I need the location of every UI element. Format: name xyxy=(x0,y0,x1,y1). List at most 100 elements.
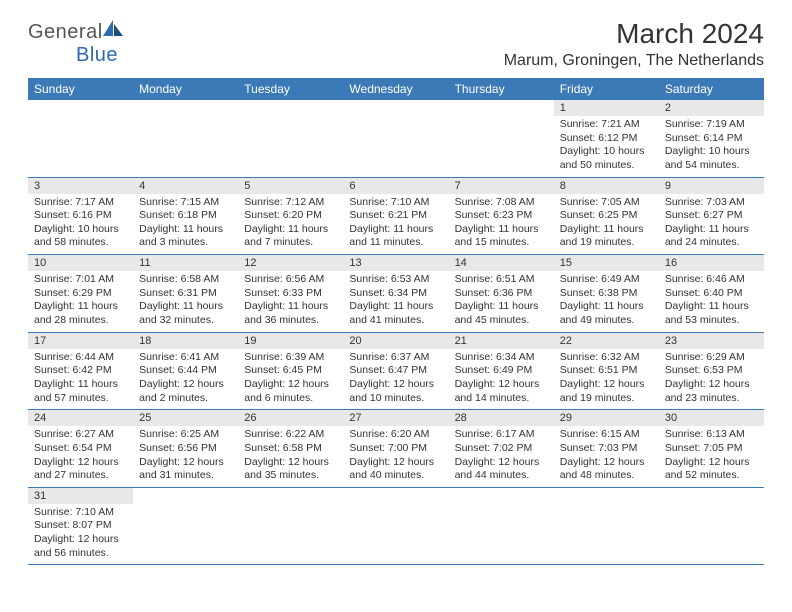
day-number: 28 xyxy=(449,410,554,427)
day-cell: Sunrise: 6:27 AMSunset: 6:54 PMDaylight:… xyxy=(28,426,133,487)
day-line-sr: Sunrise: 6:37 AM xyxy=(349,351,442,365)
day-content: Sunrise: 6:15 AMSunset: 7:03 PMDaylight:… xyxy=(554,426,659,487)
day-content: Sunrise: 7:03 AMSunset: 6:27 PMDaylight:… xyxy=(659,194,764,255)
day-cell: Sunrise: 6:56 AMSunset: 6:33 PMDaylight:… xyxy=(238,271,343,332)
day-number-row: 3456789 xyxy=(28,177,764,194)
day-cell xyxy=(133,116,238,177)
day-content: Sunrise: 6:53 AMSunset: 6:34 PMDaylight:… xyxy=(343,271,448,332)
day-line-d1: Daylight: 12 hours xyxy=(665,456,758,470)
day-line-sr: Sunrise: 7:01 AM xyxy=(34,273,127,287)
day-line-ss: Sunset: 6:54 PM xyxy=(34,442,127,456)
day-cell: Sunrise: 6:32 AMSunset: 6:51 PMDaylight:… xyxy=(554,349,659,410)
day-line-sr: Sunrise: 6:17 AM xyxy=(455,428,548,442)
day-line-sr: Sunrise: 6:27 AM xyxy=(34,428,127,442)
day-number: 2 xyxy=(659,100,764,116)
day-line-ss: Sunset: 6:58 PM xyxy=(244,442,337,456)
day-line-sr: Sunrise: 7:17 AM xyxy=(34,196,127,210)
day-header: Thursday xyxy=(449,78,554,100)
day-number: 13 xyxy=(343,255,448,272)
day-content: Sunrise: 6:32 AMSunset: 6:51 PMDaylight:… xyxy=(554,349,659,410)
empty-day xyxy=(343,116,448,170)
day-cell: Sunrise: 7:01 AMSunset: 6:29 PMDaylight:… xyxy=(28,271,133,332)
day-number: 30 xyxy=(659,410,764,427)
day-line-ss: Sunset: 6:36 PM xyxy=(455,287,548,301)
day-line-sr: Sunrise: 6:53 AM xyxy=(349,273,442,287)
day-line-d1: Daylight: 12 hours xyxy=(349,456,442,470)
day-line-d1: Daylight: 11 hours xyxy=(560,300,653,314)
day-line-sr: Sunrise: 6:34 AM xyxy=(455,351,548,365)
day-line-d2: and 58 minutes. xyxy=(34,236,127,250)
day-line-sr: Sunrise: 6:25 AM xyxy=(139,428,232,442)
day-content: Sunrise: 6:44 AMSunset: 6:42 PMDaylight:… xyxy=(28,349,133,410)
day-number-row: 31 xyxy=(28,487,764,504)
day-line-d1: Daylight: 11 hours xyxy=(139,223,232,237)
day-line-d2: and 50 minutes. xyxy=(560,159,653,173)
day-line-d2: and 32 minutes. xyxy=(139,314,232,328)
day-content: Sunrise: 6:51 AMSunset: 6:36 PMDaylight:… xyxy=(449,271,554,332)
day-content: Sunrise: 6:46 AMSunset: 6:40 PMDaylight:… xyxy=(659,271,764,332)
day-content: Sunrise: 7:08 AMSunset: 6:23 PMDaylight:… xyxy=(449,194,554,255)
day-content: Sunrise: 7:21 AMSunset: 6:12 PMDaylight:… xyxy=(554,116,659,177)
day-line-ss: Sunset: 6:53 PM xyxy=(665,364,758,378)
day-number: 1 xyxy=(554,100,659,116)
day-line-d2: and 6 minutes. xyxy=(244,392,337,406)
day-number: 22 xyxy=(554,332,659,349)
day-line-d1: Daylight: 11 hours xyxy=(665,300,758,314)
day-content: Sunrise: 6:22 AMSunset: 6:58 PMDaylight:… xyxy=(238,426,343,487)
day-number xyxy=(133,100,238,116)
day-cell xyxy=(449,504,554,565)
day-number: 16 xyxy=(659,255,764,272)
day-cell: Sunrise: 6:51 AMSunset: 6:36 PMDaylight:… xyxy=(449,271,554,332)
day-line-d2: and 19 minutes. xyxy=(560,236,653,250)
day-content: Sunrise: 6:41 AMSunset: 6:44 PMDaylight:… xyxy=(133,349,238,410)
day-cell xyxy=(133,504,238,565)
day-number: 19 xyxy=(238,332,343,349)
day-header: Sunday xyxy=(28,78,133,100)
day-cell: Sunrise: 6:46 AMSunset: 6:40 PMDaylight:… xyxy=(659,271,764,332)
day-line-d2: and 44 minutes. xyxy=(455,469,548,483)
day-line-sr: Sunrise: 7:10 AM xyxy=(34,506,127,520)
day-number-row: 12 xyxy=(28,100,764,116)
day-line-sr: Sunrise: 6:46 AM xyxy=(665,273,758,287)
day-line-d1: Daylight: 11 hours xyxy=(244,223,337,237)
location: Marum, Groningen, The Netherlands xyxy=(504,52,764,70)
day-line-d1: Daylight: 12 hours xyxy=(244,378,337,392)
day-number: 25 xyxy=(133,410,238,427)
day-line-d1: Daylight: 11 hours xyxy=(455,300,548,314)
day-line-d2: and 2 minutes. xyxy=(139,392,232,406)
day-cell: Sunrise: 7:12 AMSunset: 6:20 PMDaylight:… xyxy=(238,194,343,255)
day-line-sr: Sunrise: 6:56 AM xyxy=(244,273,337,287)
day-number: 15 xyxy=(554,255,659,272)
day-line-d2: and 56 minutes. xyxy=(34,547,127,561)
day-number: 26 xyxy=(238,410,343,427)
day-content: Sunrise: 7:01 AMSunset: 6:29 PMDaylight:… xyxy=(28,271,133,332)
day-line-ss: Sunset: 6:29 PM xyxy=(34,287,127,301)
day-header: Saturday xyxy=(659,78,764,100)
day-content: Sunrise: 7:10 AMSunset: 8:07 PMDaylight:… xyxy=(28,504,133,565)
day-number xyxy=(343,487,448,504)
day-line-d2: and 27 minutes. xyxy=(34,469,127,483)
day-cell xyxy=(238,504,343,565)
day-line-d1: Daylight: 12 hours xyxy=(349,378,442,392)
logo-text-blue: Blue xyxy=(76,44,118,66)
day-header: Wednesday xyxy=(343,78,448,100)
day-line-ss: Sunset: 7:03 PM xyxy=(560,442,653,456)
day-content: Sunrise: 7:15 AMSunset: 6:18 PMDaylight:… xyxy=(133,194,238,255)
day-cell: Sunrise: 7:19 AMSunset: 6:14 PMDaylight:… xyxy=(659,116,764,177)
day-number: 12 xyxy=(238,255,343,272)
day-line-d1: Daylight: 11 hours xyxy=(455,223,548,237)
day-line-ss: Sunset: 6:31 PM xyxy=(139,287,232,301)
day-line-ss: Sunset: 6:16 PM xyxy=(34,209,127,223)
day-line-d2: and 57 minutes. xyxy=(34,392,127,406)
day-cell: Sunrise: 7:15 AMSunset: 6:18 PMDaylight:… xyxy=(133,194,238,255)
day-cell: Sunrise: 6:17 AMSunset: 7:02 PMDaylight:… xyxy=(449,426,554,487)
day-line-sr: Sunrise: 6:39 AM xyxy=(244,351,337,365)
day-line-sr: Sunrise: 6:41 AM xyxy=(139,351,232,365)
day-content: Sunrise: 7:19 AMSunset: 6:14 PMDaylight:… xyxy=(659,116,764,177)
day-line-sr: Sunrise: 6:22 AM xyxy=(244,428,337,442)
day-number: 27 xyxy=(343,410,448,427)
day-line-d1: Daylight: 10 hours xyxy=(34,223,127,237)
day-cell: Sunrise: 7:10 AMSunset: 8:07 PMDaylight:… xyxy=(28,504,133,565)
day-line-sr: Sunrise: 7:15 AM xyxy=(139,196,232,210)
day-line-d1: Daylight: 11 hours xyxy=(349,300,442,314)
